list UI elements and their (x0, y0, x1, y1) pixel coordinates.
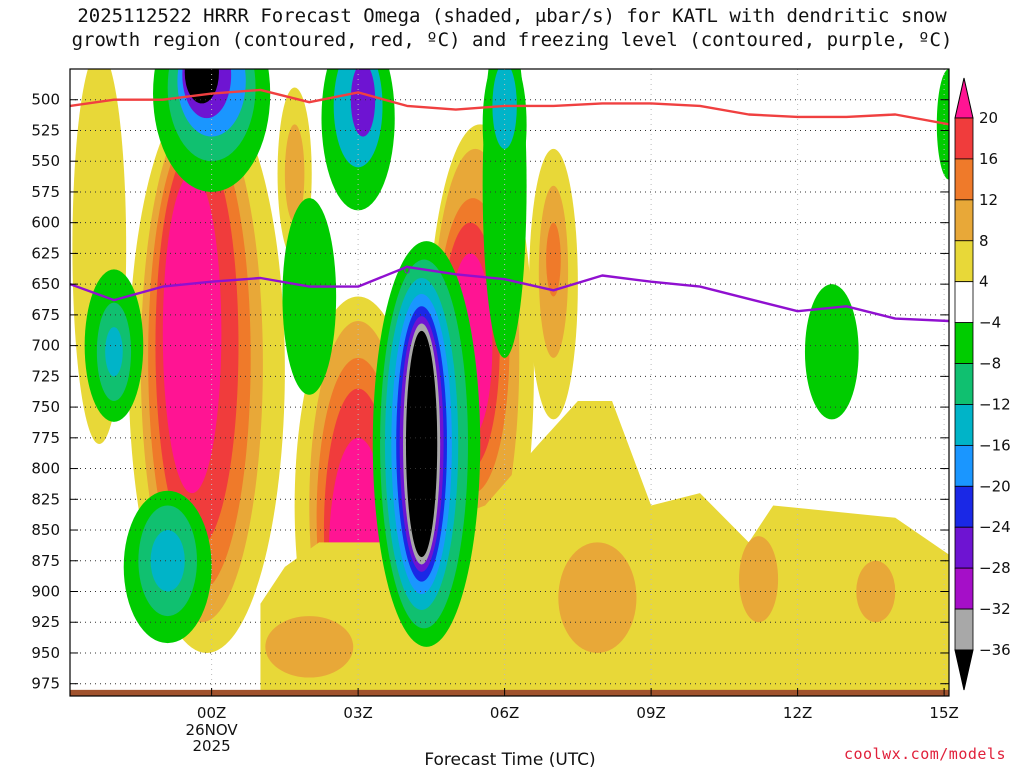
y-tick-label-600: 600 (31, 214, 60, 232)
y-tick-label-775: 775 (31, 429, 60, 447)
colorbar-label-6: −8 (979, 355, 1001, 373)
colorbar-bin-2 (954, 158, 974, 201)
y-tick-label-700: 700 (31, 337, 60, 355)
y-tick-label-500: 500 (31, 91, 60, 109)
freezing-level-contour (70, 265, 949, 323)
omega-cell-43 (350, 69, 376, 137)
x-tick-label-03Z: 03Z (343, 704, 372, 722)
y-tick-label-650: 650 (31, 275, 60, 293)
colorbar-bin-11 (954, 526, 974, 569)
dgz-contour (70, 88, 949, 126)
y-tick-label-675: 675 (31, 306, 60, 324)
omega-cell-53 (405, 330, 438, 558)
colorbar-bin-7 (954, 363, 974, 405)
colorbar-label-7: −12 (979, 395, 1011, 413)
x-date-label-0: 26NOV (186, 721, 239, 739)
colorbar-label-9: −20 (979, 477, 1011, 495)
colorbar-label-4: 4 (979, 273, 989, 291)
x-axis-title: Forecast Time (UTC) (424, 750, 595, 768)
freezing-level-label: 0 (403, 263, 410, 276)
colorbar-bin-9 (954, 444, 974, 487)
y-tick-label-725: 725 (31, 367, 60, 385)
colorbar-bin-13 (954, 608, 974, 651)
colorbar: 20 16 12 8 4 −4 −8 −12 −16 −20 −24 −28 −32 −36 (954, 77, 1011, 691)
x-tick-label-15Z: 15Z (929, 704, 958, 722)
plot-frame (69, 68, 950, 697)
colorbar-bin-top (954, 77, 974, 119)
colorbar-label-3: 8 (979, 232, 989, 250)
colorbar-bin-1 (954, 117, 974, 160)
colorbar-label-13: −36 (979, 641, 1011, 659)
y-tick-label-950: 950 (31, 644, 60, 662)
title-line-2: growth region (contoured, red, ºC) and f… (71, 29, 953, 51)
colorbar-label-0: 20 (979, 109, 998, 127)
y-tick-label-550: 550 (31, 152, 60, 170)
omega-cell-7 (284, 124, 305, 223)
omega-cell-45 (492, 69, 517, 149)
y-tick-label-625: 625 (31, 244, 60, 262)
colorbar-bin-12 (954, 567, 974, 610)
colorbar-bin-8 (954, 404, 974, 446)
terrain-band (70, 689, 949, 696)
omega-cell-28 (105, 327, 123, 377)
y-tick-label-850: 850 (31, 521, 60, 539)
title-line-1: 2025112522 HRRR Forecast Omega (shaded, … (77, 5, 947, 27)
y-tick-label-800: 800 (31, 460, 60, 478)
y-tick-label-975: 975 (31, 675, 60, 693)
x-tick-label-12Z: 12Z (783, 704, 812, 722)
y-tick-label-925: 925 (31, 613, 60, 631)
y-tick-label-750: 750 (31, 398, 60, 416)
colorbar-label-8: −16 (979, 436, 1011, 454)
omega-cell-5 (162, 173, 222, 494)
x-tick-label-09Z: 09Z (636, 704, 665, 722)
colorbar-label-10: −24 (979, 518, 1011, 536)
colorbar-bin-5 (954, 281, 974, 324)
y-tick-label-900: 900 (31, 583, 60, 601)
x-date-label-1: 2025 (193, 737, 231, 755)
colorbar-bin-bottom (954, 649, 974, 691)
y-tick-label-575: 575 (31, 183, 60, 201)
colorbar-label-12: −32 (979, 600, 1011, 618)
contour-lines: 0 (70, 88, 949, 323)
colorbar-bin-6 (954, 322, 974, 364)
colorbar-bin-10 (954, 485, 974, 528)
y-tick-label-875: 875 (31, 552, 60, 570)
colorbar-label-11: −28 (979, 559, 1011, 577)
omega-cell-23 (739, 536, 779, 623)
colorbar-bin-3 (954, 199, 974, 242)
colorbar-label-2: 12 (979, 191, 998, 209)
colorbar-label-1: 16 (979, 150, 998, 168)
y-tick-label-825: 825 (31, 490, 60, 508)
x-tick-label-00Z: 00Z (197, 704, 226, 722)
colorbar-bin-4 (954, 240, 974, 283)
omega-shading (70, 69, 949, 696)
omega-cell-31 (150, 530, 185, 592)
omega-cell-22 (558, 542, 637, 653)
omega-cell-32 (282, 198, 337, 395)
chart-title: 2025112522 HRRR Forecast Omega (shaded, … (0, 4, 1024, 52)
credit-link[interactable]: coolwx.com/models (843, 745, 1006, 763)
y-tick-label-525: 525 (31, 121, 60, 139)
x-tick-label-06Z: 06Z (490, 704, 519, 722)
omega-cell-34 (804, 284, 859, 420)
colorbar-label-5: −4 (979, 314, 1001, 332)
y-axis: 500 525 550 575 600 625 650 675 700 725 750 775 800 8… (31, 91, 949, 693)
omega-cell-20 (546, 222, 561, 297)
omega-cell-25 (265, 616, 354, 678)
